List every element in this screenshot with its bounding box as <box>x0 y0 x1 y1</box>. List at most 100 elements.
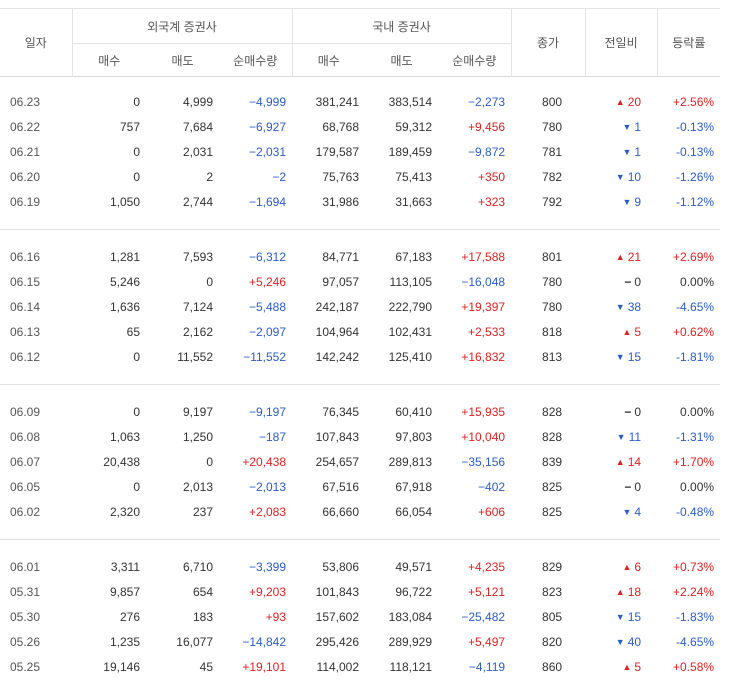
domestic-net-cell: +2,533 <box>468 324 506 339</box>
domestic-sell-cell: 31,663 <box>395 194 433 209</box>
domestic-net-cell: −9,872 <box>468 144 506 159</box>
domestic-buy-cell: 107,843 <box>315 429 360 444</box>
table-row: 05.26 1,235 16,077 −14,842 295,426 289,929 +5,… <box>0 629 720 654</box>
down-arrow-icon: ▼ <box>615 301 625 312</box>
up-arrow-icon: ▲ <box>615 586 625 597</box>
foreign-sell-cell: 16,077 <box>176 634 213 649</box>
change-cell: ▼ 40 <box>585 629 657 654</box>
flat-dash-icon: − <box>624 404 632 419</box>
foreign-buy-cell: 276 <box>119 609 140 624</box>
table-body: 06.23 0 4,999 −4,999 381,241 383,514 −2,273 800… <box>0 77 721 680</box>
foreign-net-cell: −14,842 <box>242 634 287 649</box>
rate-cell: -4.65% <box>676 299 715 314</box>
rate-cell: +2.69% <box>673 249 715 264</box>
close-price-cell: 801 <box>542 249 563 264</box>
change-value: 11 <box>628 429 642 444</box>
rate-cell: -1.12% <box>676 194 715 209</box>
table-row: 06.02 2,320 237 +2,083 66,660 66,054 +606 825 ▼ 4… <box>0 499 720 524</box>
close-price-cell: 828 <box>542 429 563 444</box>
foreign-sell-cell: 2 <box>206 169 213 184</box>
domestic-sell-cell: 289,813 <box>388 454 433 469</box>
date-cell: 06.14 <box>10 299 41 314</box>
rate-cell: +2.56% <box>673 94 715 109</box>
header-date: 일자 <box>0 8 72 77</box>
foreign-net-cell: +9,203 <box>248 584 287 599</box>
domestic-buy-cell: 75,763 <box>322 169 360 184</box>
foreign-buy-cell: 19,146 <box>103 659 140 674</box>
change-value: 5 <box>634 324 642 339</box>
change-value: 0 <box>634 479 642 494</box>
domestic-sell-cell: 67,918 <box>395 479 433 494</box>
group-divider <box>0 214 721 230</box>
domestic-sell-cell: 222,790 <box>388 299 433 314</box>
foreign-sell-cell: 7,684 <box>182 119 213 134</box>
domestic-sell-cell: 383,514 <box>388 94 433 109</box>
table-row: 06.21 0 2,031 −2,031 179,587 189,459 −9,872 781… <box>0 139 720 164</box>
foreign-net-cell: +93 <box>265 609 287 624</box>
close-price-cell: 825 <box>542 479 563 494</box>
group-divider <box>0 524 721 540</box>
foreign-net-cell: +5,246 <box>248 274 287 289</box>
change-cell: ▼ 15 <box>585 344 657 369</box>
domestic-sell-cell: 66,054 <box>395 504 433 519</box>
rate-cell: 0.00% <box>680 404 715 419</box>
table-row: 06.08 1,063 1,250 −187 107,843 97,803 +10,040 8… <box>0 424 720 449</box>
foreign-net-cell: −187 <box>259 429 287 444</box>
date-cell: 06.20 <box>10 169 41 184</box>
domestic-net-cell: −35,156 <box>461 454 506 469</box>
domestic-sell-cell: 102,431 <box>388 324 433 339</box>
change-value: 10 <box>627 169 642 184</box>
rate-cell: +1.70% <box>673 454 715 469</box>
foreign-sell-cell: 654 <box>192 584 213 599</box>
domestic-buy-cell: 84,771 <box>322 249 360 264</box>
date-cell: 06.13 <box>10 324 41 339</box>
change-cell: ▲ 5 <box>585 654 657 679</box>
down-arrow-icon: ▼ <box>622 506 632 517</box>
change-value: 15 <box>627 609 642 624</box>
close-price-cell: 805 <box>542 609 563 624</box>
up-arrow-icon: ▲ <box>615 251 625 262</box>
rate-cell: -1.81% <box>676 349 715 364</box>
domestic-buy-cell: 295,426 <box>315 634 360 649</box>
change-value: 15 <box>627 349 642 364</box>
foreign-sell-cell: 0 <box>206 274 213 289</box>
foreign-sell-cell: 9,197 <box>182 404 213 419</box>
down-arrow-icon: ▼ <box>616 431 626 442</box>
domestic-buy-cell: 76,345 <box>322 404 360 419</box>
change-value: 6 <box>634 559 642 574</box>
foreign-buy-cell: 20,438 <box>103 454 140 469</box>
foreign-sell-cell: 45 <box>199 659 213 674</box>
foreign-buy-cell: 0 <box>133 144 140 159</box>
foreign-sell-cell: 11,552 <box>177 349 213 364</box>
foreign-buy-cell: 9,857 <box>109 584 140 599</box>
rate-cell: -0.13% <box>676 144 715 159</box>
change-cell: ▲ 18 <box>585 579 657 604</box>
table-row: 06.14 1,636 7,124 −5,488 242,187 222,790 +19,3… <box>0 294 720 319</box>
table-header: 일자 외국계 증권사 국내 증권사 종가 전일비 등락률 매수 매도 순매수량 … <box>0 8 721 77</box>
change-cell: −0 <box>585 399 657 424</box>
up-arrow-icon: ▲ <box>615 96 625 107</box>
change-value: 0 <box>634 274 642 289</box>
foreign-sell-cell: 237 <box>192 504 213 519</box>
group-divider <box>0 369 721 385</box>
foreign-net-cell: −4,999 <box>248 94 287 109</box>
date-cell: 06.02 <box>10 504 41 519</box>
foreign-buy-cell: 1,636 <box>109 299 140 314</box>
close-price-cell: 829 <box>542 559 563 574</box>
rate-cell: -0.48% <box>676 504 715 519</box>
foreign-net-cell: −9,197 <box>248 404 287 419</box>
foreign-net-cell: +20,438 <box>242 454 287 469</box>
change-cell: ▼ 11 <box>585 424 657 449</box>
domestic-sell-cell: 289,929 <box>388 634 433 649</box>
close-price-cell: 780 <box>542 274 563 289</box>
domestic-buy-cell: 114,002 <box>316 659 360 674</box>
foreign-buy-cell: 757 <box>119 119 140 134</box>
domestic-buy-cell: 31,986 <box>322 194 360 209</box>
rate-cell: 0.00% <box>680 274 715 289</box>
header-domestic-sell: 매도 <box>365 43 439 77</box>
close-price-cell: 781 <box>542 144 563 159</box>
change-cell: ▲ 21 <box>585 244 657 269</box>
table-row: 06.05 0 2,013 −2,013 67,516 67,918 −402 825−0 0.… <box>0 474 720 499</box>
close-price-cell: 860 <box>542 659 563 674</box>
date-cell: 06.15 <box>10 274 41 289</box>
